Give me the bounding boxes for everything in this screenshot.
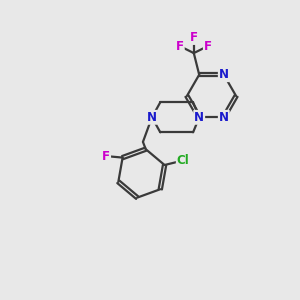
- Text: N: N: [147, 111, 157, 124]
- Text: F: F: [176, 40, 184, 52]
- Text: N: N: [219, 68, 229, 81]
- Text: F: F: [102, 150, 110, 163]
- Text: F: F: [190, 31, 198, 44]
- Text: Cl: Cl: [177, 154, 190, 167]
- Text: F: F: [204, 40, 212, 52]
- Text: N: N: [219, 111, 229, 124]
- Text: N: N: [194, 111, 204, 124]
